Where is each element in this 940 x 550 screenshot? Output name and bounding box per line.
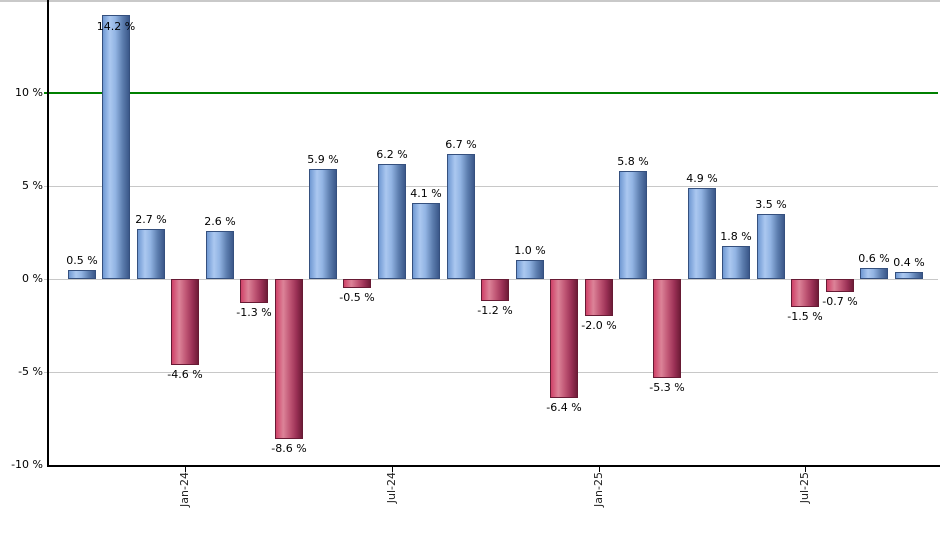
x-axis-tick-mark bbox=[392, 467, 393, 472]
reference-line-10pct bbox=[44, 92, 938, 94]
bar-positive bbox=[206, 231, 234, 279]
bar-value-label: 0.6 % bbox=[858, 252, 890, 265]
bar-positive bbox=[137, 229, 165, 279]
bar-negative bbox=[275, 279, 303, 439]
bar-negative bbox=[585, 279, 613, 316]
bar-value-label: 6.2 % bbox=[376, 148, 408, 161]
bar-positive bbox=[447, 154, 475, 279]
bar-value-label: 1.8 % bbox=[720, 230, 752, 243]
bar-negative bbox=[550, 279, 578, 398]
bar-positive bbox=[895, 272, 923, 279]
bar-value-label: 5.9 % bbox=[307, 153, 339, 166]
gridline bbox=[44, 372, 938, 373]
bar-value-label: 2.7 % bbox=[135, 213, 167, 226]
x-axis-tick-label: Jan-25 bbox=[592, 472, 605, 507]
bar-negative bbox=[826, 279, 854, 292]
bar-positive bbox=[412, 203, 440, 279]
bar-value-label: -1.5 % bbox=[787, 310, 823, 323]
bar-value-label: 5.8 % bbox=[617, 155, 649, 168]
x-axis-tick-mark bbox=[805, 467, 806, 472]
bar-negative bbox=[481, 279, 509, 301]
gridline bbox=[44, 186, 938, 187]
bar-positive bbox=[688, 188, 716, 279]
x-axis-tick-label: Jul-25 bbox=[798, 472, 811, 504]
x-axis-tick-mark bbox=[599, 467, 600, 472]
bar-negative bbox=[343, 279, 371, 288]
bar-negative bbox=[171, 279, 199, 365]
y-axis-tick-label: 10 % bbox=[15, 86, 43, 99]
bar-positive bbox=[378, 164, 406, 279]
bar-value-label: -5.3 % bbox=[649, 381, 685, 394]
y-axis-tick-label: -10 % bbox=[11, 458, 43, 471]
bar-value-label: -8.6 % bbox=[271, 442, 307, 455]
y-axis-line bbox=[47, 0, 49, 467]
bar-negative bbox=[240, 279, 268, 303]
bar-negative bbox=[653, 279, 681, 378]
bar-value-label: 0.5 % bbox=[66, 254, 98, 267]
bar-value-label: -2.0 % bbox=[581, 319, 617, 332]
x-axis-tick-label: Jul-24 bbox=[385, 472, 398, 504]
bar-value-label: 3.5 % bbox=[755, 198, 787, 211]
x-axis-line bbox=[47, 465, 940, 467]
bar-value-label: -0.5 % bbox=[339, 291, 375, 304]
bar-value-label: 1.0 % bbox=[514, 244, 546, 257]
bar-positive bbox=[516, 260, 544, 279]
bar-positive bbox=[309, 169, 337, 279]
bar-positive bbox=[619, 171, 647, 279]
bar-value-label: -1.3 % bbox=[236, 306, 272, 319]
bar-value-label: 4.1 % bbox=[410, 187, 442, 200]
bar-negative bbox=[791, 279, 819, 307]
bar-positive bbox=[68, 270, 96, 279]
x-axis-tick-label: Jan-24 bbox=[178, 472, 191, 507]
bar-value-label: 0.4 % bbox=[893, 256, 925, 269]
chart-top-border bbox=[0, 0, 940, 2]
bar-value-label: 14.2 % bbox=[96, 20, 136, 33]
y-axis-tick-label: 5 % bbox=[22, 179, 43, 192]
bar-positive bbox=[102, 15, 130, 279]
bar-value-label: -6.4 % bbox=[546, 401, 582, 414]
bar-positive bbox=[757, 214, 785, 279]
bar-positive bbox=[722, 246, 750, 279]
bar-value-label: 6.7 % bbox=[445, 138, 477, 151]
bar-value-label: -4.6 % bbox=[167, 368, 203, 381]
bar-value-label: -0.7 % bbox=[822, 295, 858, 308]
bar-value-label: 2.6 % bbox=[204, 215, 236, 228]
bar-value-label: 4.9 % bbox=[686, 172, 718, 185]
bar-positive bbox=[860, 268, 888, 279]
bar-value-label: -1.2 % bbox=[477, 304, 513, 317]
y-axis-tick-label: -5 % bbox=[18, 365, 43, 378]
y-axis-tick-label: 0 % bbox=[22, 272, 43, 285]
x-axis-tick-mark bbox=[185, 467, 186, 472]
